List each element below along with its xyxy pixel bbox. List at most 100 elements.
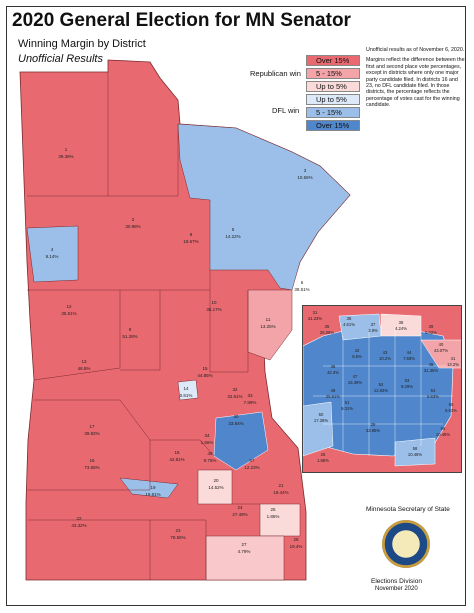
district-margin: 14.52% [208,485,223,490]
district-number: 30 [233,414,239,419]
district-number: 48 [207,451,213,456]
district-margin: 12.23% [244,465,259,470]
district-number: 55 [449,402,454,407]
district-number: 4 [51,247,54,252]
district-margin: 10.46% [436,432,450,437]
district-margin: 3.9% [368,328,378,333]
inset-district-borders [313,328,453,456]
district-number: 14 [183,386,189,391]
district-borders [27,72,260,580]
district-number: 11 [266,317,271,322]
district-number: 18 [174,450,180,455]
district-number: 44 [407,350,412,355]
legend-republican-label: Republican win [250,69,301,78]
district-number: 42 [355,348,360,353]
district-margin: 43.07% [434,348,448,353]
district-number: 29 [371,422,376,427]
district-margin: 41.23% [308,316,322,321]
legend-swatch [306,94,360,105]
district-number: 21 [278,483,284,488]
district-number: 22 [76,516,82,521]
map-title: 2020 General Election for MN Senator [12,10,351,31]
publication-date: November 2020 [375,586,418,592]
district-number: 39 [429,324,434,329]
district-margin: 4.61% [343,322,355,327]
district-margin: 12.83% [374,388,388,393]
district-margin: 9.75% [204,458,217,463]
legend-item: 5 - 15% [306,68,360,79]
district-margin: 33.84% [228,421,243,426]
district-number: 31 [313,310,318,315]
district-shape [213,411,269,471]
district-margin: 48.8% [78,366,91,371]
district-shape [119,477,179,499]
district-number: 26 [321,452,326,457]
legend-swatch [306,120,360,131]
district-number: 58 [413,446,418,451]
district-margin: 7.58% [403,356,415,361]
district-number: 9 [129,327,132,332]
district-number: 23 [175,528,181,533]
district-margin: 19.81% [145,492,160,497]
legend-swatch [306,107,360,118]
district-shape [259,503,301,537]
district-margin: 8.29% [401,384,413,389]
results-note: Unofficial results as of November 6, 202… [366,47,466,113]
district-number: 51 [345,400,350,405]
district-number: 46 [331,364,336,369]
district-number: 43 [383,350,388,355]
district-margin: 7.89% [244,400,257,405]
legend-item-label: Over 15% [316,56,350,65]
district-number: 35 [325,324,330,329]
district-margin: 8.5% [352,354,362,359]
legend-swatch [306,81,360,92]
district-number: 5 [232,227,235,232]
district-margin: 10.2% [379,356,391,361]
inset-district-shape [338,313,382,341]
legend-item-label: Up to 5% [316,82,347,91]
legend-swatch [306,68,360,79]
district-number: 1 [65,147,68,152]
district-number: 32 [232,387,238,392]
inset-district-shape [420,339,461,369]
district-number: 10 [211,300,217,305]
district-margin: 27.49% [232,512,247,517]
legend-swatch [306,55,360,66]
district-margin: 1.86% [267,514,280,519]
district-margin: 44.85% [197,373,212,378]
district-number: 47 [353,374,358,379]
district-margin: 31.35% [424,368,438,373]
metro-inset-map: 31 41.23% 35 25.08% 36 4.61% 37 3.9% 38 … [303,306,461,472]
district-margin: 30.98% [125,224,140,229]
district-margin: 4.79% [238,549,251,554]
legend: Republican win DFL win Over 15% 5 - 15% … [250,55,360,135]
district-number: 50 [319,412,324,417]
district-number: 28 [293,537,299,542]
inset-district-shape [303,401,334,457]
metro-inset: 31 41.23% 35 25.08% 36 4.61% 37 3.9% 38 … [302,305,462,473]
district-margin: 9.31% [341,406,353,411]
legend-item-label: Over 15% [316,121,350,130]
district-margin: 4.24% [395,326,407,331]
state-seal-icon [382,520,430,568]
agency-name: Minnesota Secretary of State [366,506,450,513]
district-number: 37 [371,322,376,327]
district-margin: 42.3% [327,370,339,375]
legend-item-label: 5 - 15% [316,108,342,117]
district-margin: 10.46% [408,452,422,457]
district-number: 8 [190,232,193,237]
legend-item: Over 15% [306,120,360,131]
district-number: 36 [347,316,352,321]
district-number: 16 [89,458,95,463]
inset-district-shape [394,437,436,467]
district-margin: 5.53% [445,408,457,413]
district-number: 19 [150,485,156,490]
district-margin: 9.14% [46,254,59,259]
district-number: 3 [304,168,307,173]
legend-item-label: 5 - 15% [316,69,342,78]
district-margin: 6.02% [425,330,437,335]
district-number: 45 [429,362,434,367]
district-margin: 15.39% [348,380,362,385]
district-margin: 10.56% [297,175,312,180]
district-margin: 5.63% [427,394,439,399]
